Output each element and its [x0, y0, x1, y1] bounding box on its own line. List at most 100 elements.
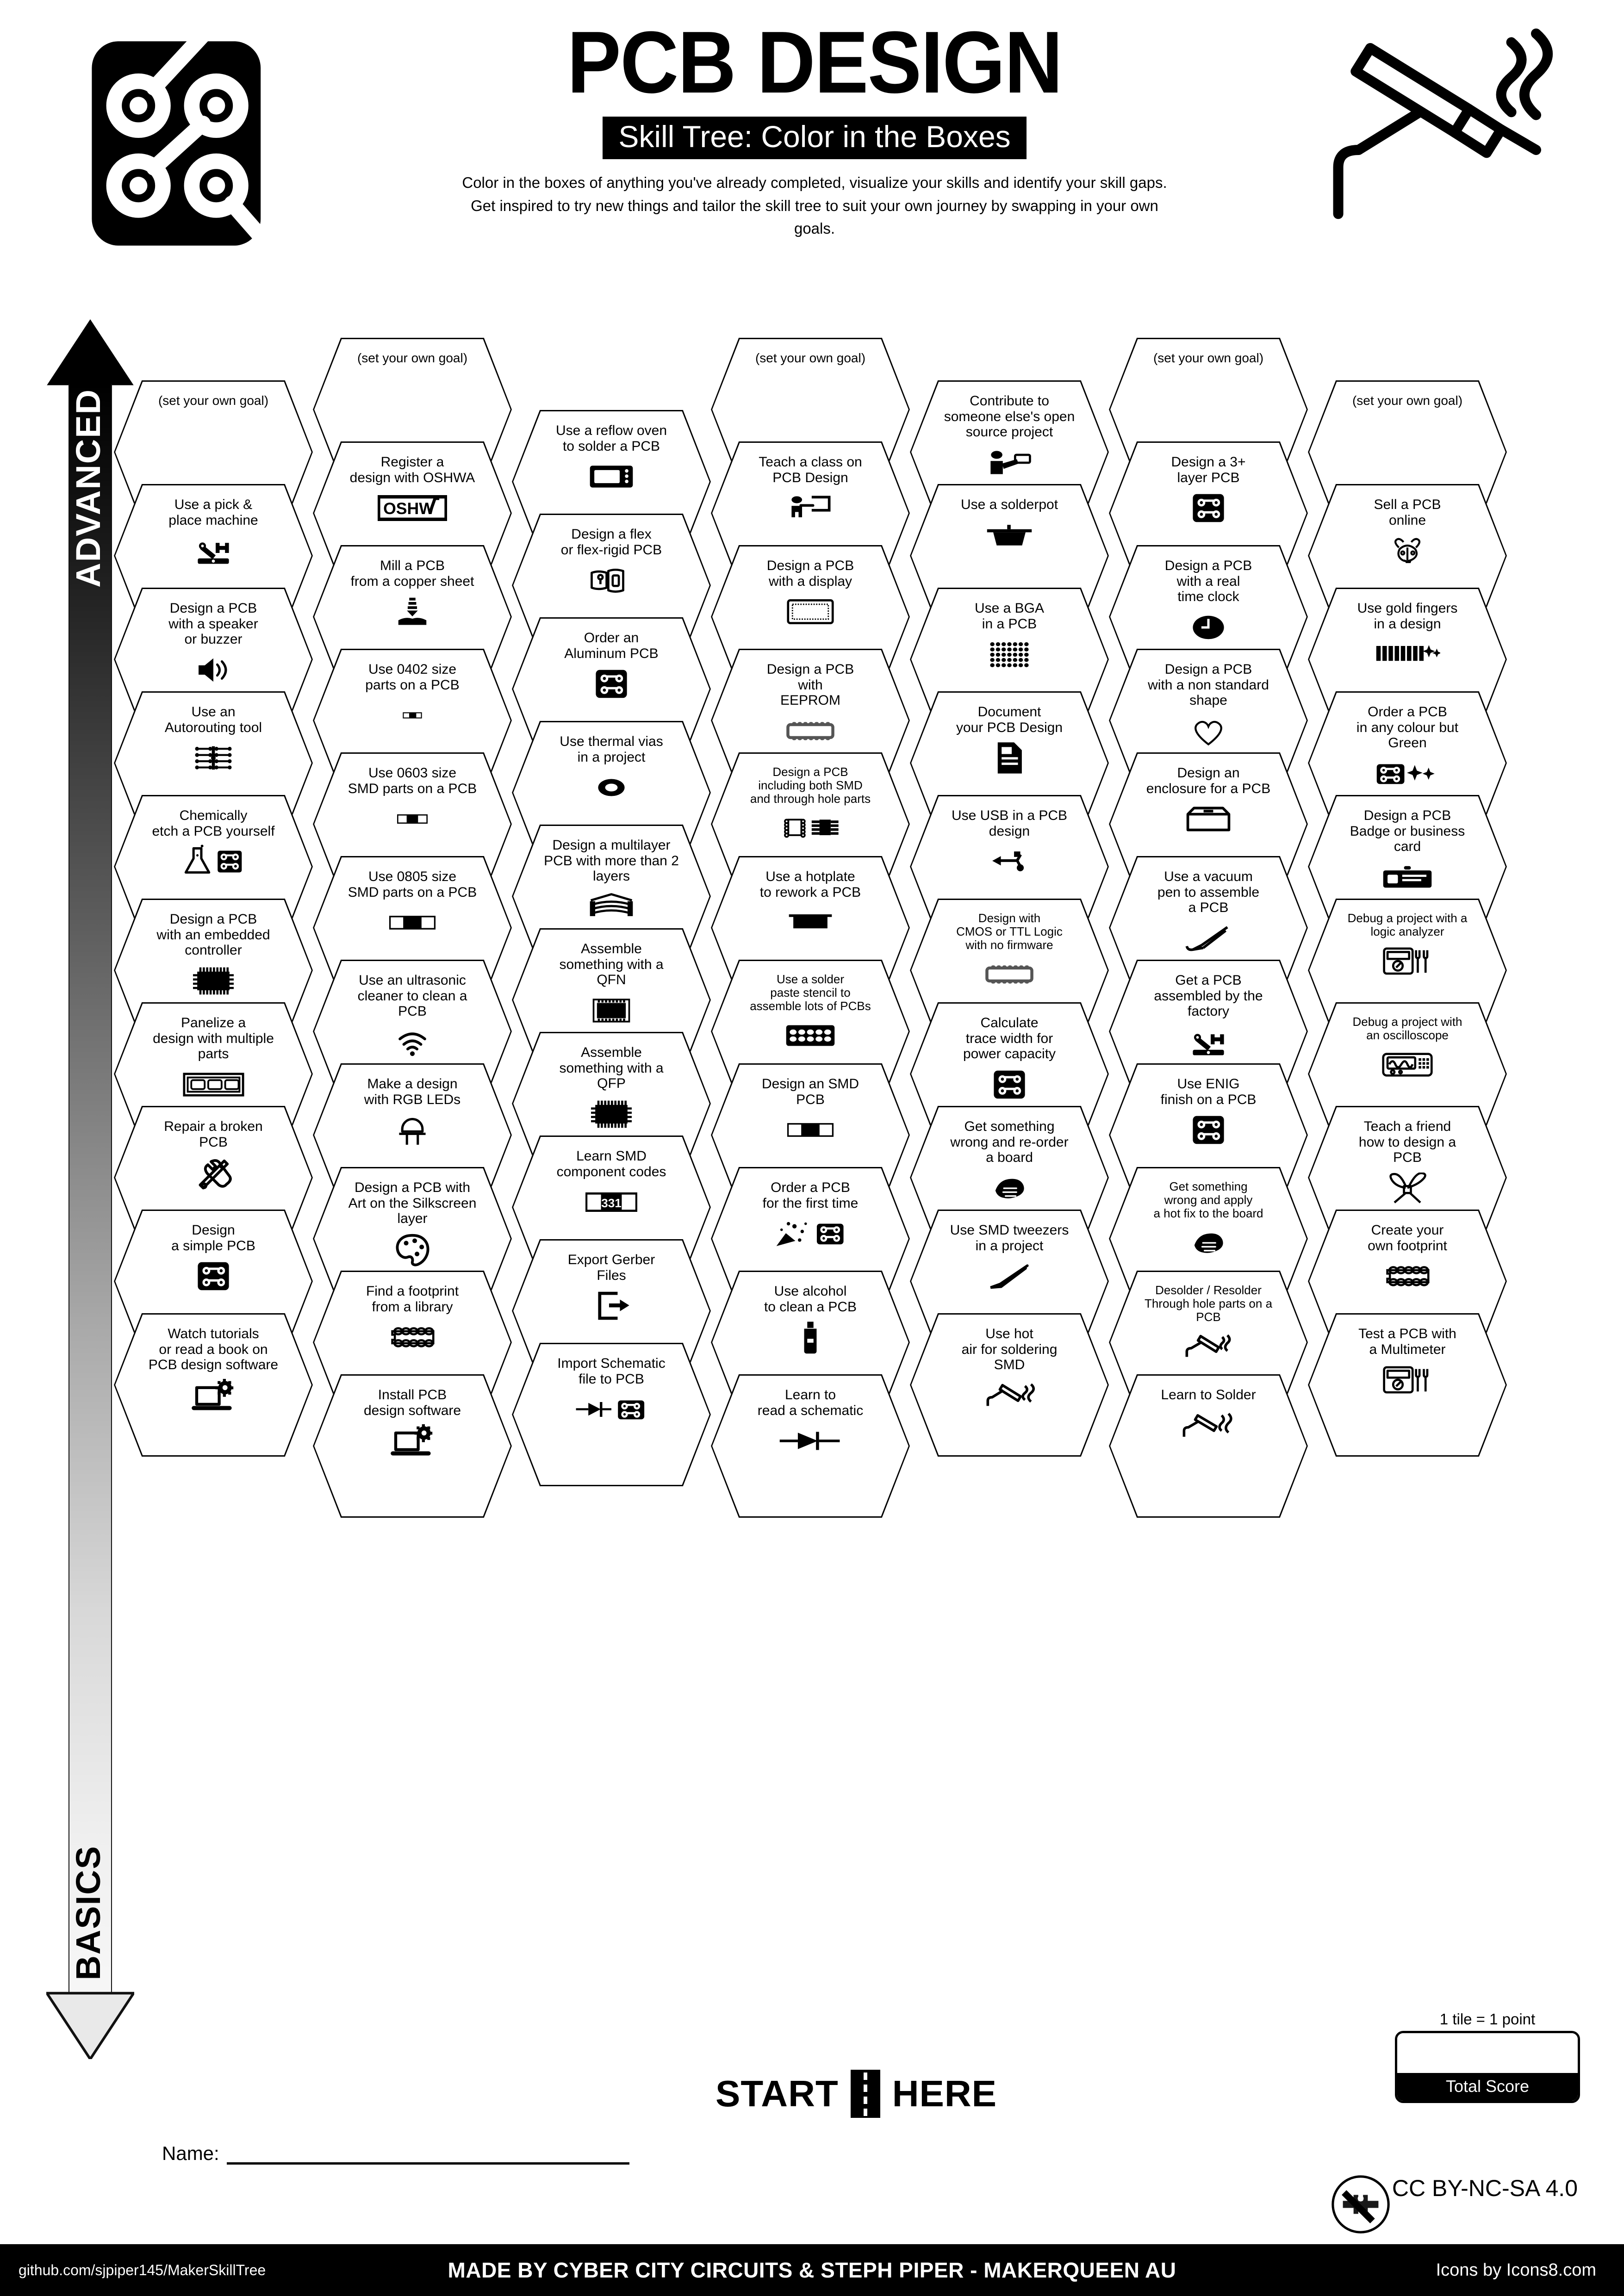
hex-fill-area[interactable]: [115, 1315, 311, 1455]
hex-fill-area[interactable]: [712, 1376, 908, 1516]
footer-repo-link[interactable]: github.com/sjpiper145/MakerSkillTree: [19, 2261, 266, 2278]
skill-hex-tile[interactable]: Use 0805 size SMD parts on a PCB: [313, 856, 512, 999]
hex-tile-label: Use an ultrasonic cleaner to clean a PCB: [357, 973, 467, 1019]
skill-hex-tile[interactable]: Import Schematic file to PCB: [512, 1343, 711, 1486]
hex-tile-label: Design a flex or flex-rigid PCB: [560, 527, 662, 558]
hex-tile-label: Make a design with RGB LEDs: [364, 1076, 461, 1107]
bottle-icon: [741, 1317, 880, 1357]
enclosure-box-icon: [1139, 799, 1278, 839]
skill-hex-tile[interactable]: Use hot air for soldering SMD: [910, 1313, 1109, 1457]
qfp-chip-icon: [542, 1094, 681, 1134]
flex-pcb-icon: [542, 560, 681, 600]
hex-content: (set your own goal): [118, 389, 308, 520]
hex-fill-area[interactable]: [1309, 1315, 1506, 1455]
hot-air-gun-icon: [940, 1376, 1079, 1415]
hex-content: Find a footprint from a library: [317, 1279, 507, 1410]
hex-content: Design a PCB with a non standard shape: [1114, 657, 1303, 788]
hex-content: Order an Aluminum PCB: [516, 626, 706, 757]
hex-content: Design a PCB including both SMD and thro…: [716, 761, 905, 892]
page-footer: github.com/sjpiper145/MakerSkillTree MAD…: [0, 2244, 1624, 2296]
panel-array-icon: [144, 1065, 283, 1105]
hex-tile-label: Design a PCB with a real time clock: [1164, 558, 1252, 605]
hex-tile-label: Design a PCB Badge or business card: [1350, 808, 1465, 855]
hex-fill-area[interactable]: [1110, 1376, 1307, 1516]
score-input[interactable]: [1397, 2033, 1578, 2073]
bga-grid-icon: [940, 634, 1079, 674]
hex-tile-label: Chemically etch a PCB yourself: [152, 808, 275, 839]
hex-tile-label: Get something wrong and apply a hot fix …: [1153, 1179, 1263, 1221]
skill-hex-tile[interactable]: Learn to Solder: [1109, 1374, 1308, 1518]
start-word: START: [716, 2073, 839, 2114]
facepalm-icon: [1139, 1223, 1278, 1263]
pcb-board-icon: [144, 1256, 283, 1296]
hex-content: Design a PCB with a real time clock: [1114, 553, 1303, 685]
hex-tile-label: Design a multilayer PCB with more than 2…: [544, 838, 679, 884]
hex-tile-label: Learn to Solder: [1161, 1387, 1256, 1402]
pcb-board-icon: [940, 1065, 1079, 1105]
hex-tile-label: Repair a broken PCB: [164, 1119, 263, 1150]
hex-tile-label: Use a pick & place machine: [168, 497, 258, 528]
hex-tile-label: Document your PCB Design: [956, 704, 1063, 735]
hex-tile-label: Create your own footprint: [1368, 1222, 1447, 1253]
stencil-icon: [741, 1016, 880, 1055]
hex-content: Design a PCB with EEPROM: [716, 657, 905, 788]
hex-tile-label: Design a PCB including both SMD and thro…: [750, 765, 871, 806]
hex-tile-label: Teach a class on PCB Design: [759, 454, 862, 485]
hex-tile-label: Mill a PCB from a copper sheet: [350, 558, 474, 589]
laptop-gear-icon: [144, 1376, 283, 1415]
score-block: 1 tile = 1 point Total Score: [1395, 2011, 1580, 2103]
hex-content: Use a solderpot: [915, 492, 1104, 624]
hex-content: Use 0402 size parts on a PCB: [317, 657, 507, 788]
name-input[interactable]: [226, 2160, 629, 2165]
hex-content: Use SMD tweezers in a project: [915, 1218, 1104, 1349]
laptop-gear-icon: [343, 1421, 482, 1461]
hex-tile-label: Design an enclosure for a PCB: [1146, 765, 1271, 796]
hex-content: Make a design with RGB LEDs: [317, 1072, 507, 1203]
hex-content: Design with CMOS or TTL Logic with no fi…: [915, 907, 1104, 1038]
qfp-chip-icon: [144, 961, 283, 1001]
hex-content: Use a BGA in a PCB: [915, 596, 1104, 727]
start-here-banner: START HERE: [666, 2068, 1046, 2119]
axis-gradient-bar: [68, 384, 112, 1999]
skill-hex-tile[interactable]: Test a PCB with a Multimeter: [1308, 1313, 1507, 1457]
hex-tile-label: Debug a project with an oscilloscope: [1352, 1015, 1462, 1043]
hex-tile-label: Calculate trace width for power capacity: [963, 1015, 1056, 1062]
hex-tile-label: Get something wrong and re-order a board: [950, 1119, 1069, 1166]
ultrasonic-waves-icon: [343, 1022, 482, 1062]
hex-tile-label: Design with CMOS or TTL Logic with no fi…: [956, 911, 1063, 952]
skill-hex-tile[interactable]: Watch tutorials or read a book on PCB de…: [114, 1313, 313, 1457]
skill-hex-tile[interactable]: Learn to read a schematic: [711, 1374, 910, 1518]
hex-tile-label: Use ENIG finish on a PCB: [1160, 1076, 1257, 1107]
hex-content: Use USB in a PCB design: [915, 803, 1104, 935]
hex-tile-label: Use a vacuum pen to assemble a PCB: [1157, 869, 1260, 916]
vacuum-pen-icon: [1139, 918, 1278, 958]
hex-content: Create your own footprint: [1313, 1218, 1502, 1349]
display-screen-icon: [741, 592, 880, 632]
road-icon: [850, 2070, 880, 2118]
svg-text:331: 331: [601, 1196, 622, 1210]
hex-content: Use a vacuum pen to assemble a PCB: [1114, 864, 1303, 996]
hex-content: Get a PCB assembled by the factory: [1114, 968, 1303, 1099]
hex-fill-area[interactable]: [314, 1376, 510, 1516]
person-handing-board-icon: [940, 443, 1079, 483]
hex-tile-label: Install PCB design software: [363, 1387, 461, 1418]
svg-text:OSHW: OSHW: [383, 499, 435, 518]
hex-content: Assemble something with a QFP: [516, 1040, 706, 1172]
hex-fill-area[interactable]: [911, 1315, 1108, 1455]
title-block: PCB DESIGN Skill Tree: Color in the Boxe…: [407, 19, 1222, 240]
hex-content: Sell a PCB online: [1313, 492, 1502, 624]
diode-symbol-icon: [741, 1421, 880, 1461]
hex-tile-label: Order a PCB for the first time: [762, 1180, 859, 1211]
hex-fill-area[interactable]: [513, 1344, 709, 1485]
hex-content: Document your PCB Design: [915, 700, 1104, 831]
hex-content: Teach a friend how to design a PCB: [1313, 1114, 1502, 1246]
footer-icons-credit[interactable]: Icons by Icons8.com: [1436, 2260, 1596, 2280]
document-icon: [940, 738, 1079, 778]
screwdriver-wrench-icon: [144, 1153, 283, 1192]
solderpot-icon: [940, 515, 1079, 555]
hex-tile-label: (set your own goal): [1352, 393, 1463, 408]
hex-content: Design a 3+ layer PCB: [1114, 450, 1303, 581]
total-score-box[interactable]: Total Score: [1395, 2031, 1580, 2103]
skill-hex-tile[interactable]: Install PCB design software: [313, 1374, 512, 1518]
export-arrow-icon: [542, 1286, 681, 1326]
